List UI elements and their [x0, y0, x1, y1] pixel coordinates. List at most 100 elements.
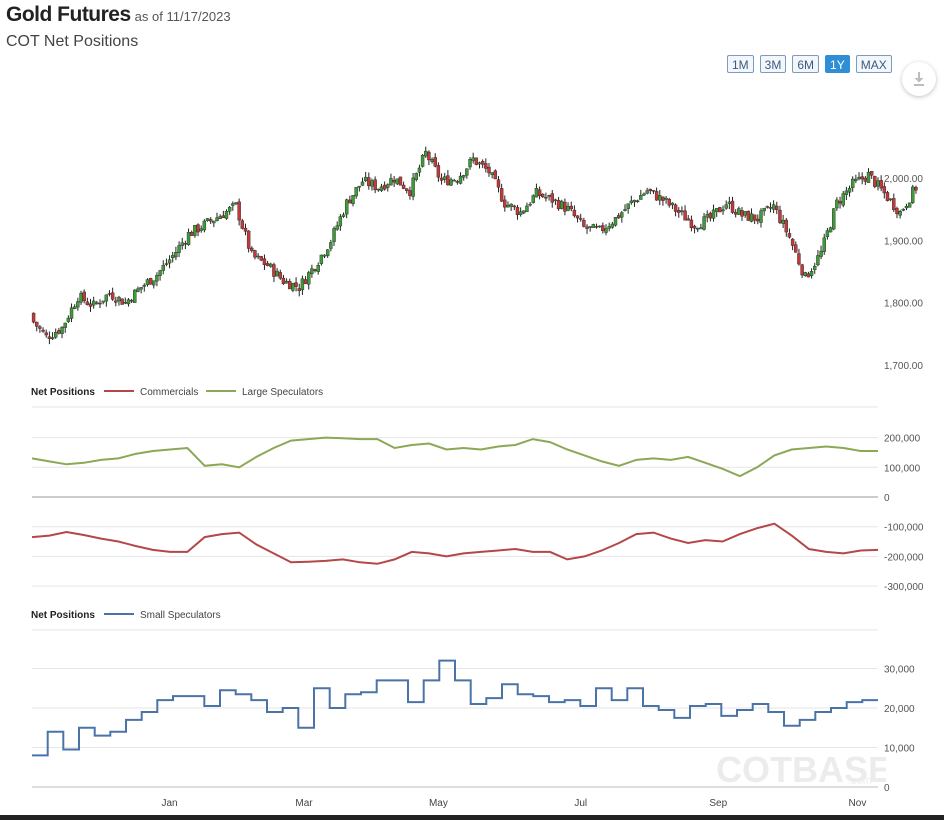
candle-body [433, 157, 437, 167]
candle-body [537, 189, 542, 196]
net-tick-label: -200,000 [884, 552, 924, 563]
candle-body [455, 181, 460, 183]
candle-body [752, 214, 757, 221]
candle-body [661, 196, 665, 201]
candle-body [269, 263, 273, 267]
candle-body [715, 208, 719, 212]
candle-body [838, 200, 842, 204]
candle-body [572, 209, 577, 217]
candle-body [250, 247, 254, 251]
candle-body [683, 210, 687, 221]
candle-body [72, 306, 77, 309]
legend-label-small-speculators: Small Speculators [140, 610, 221, 621]
legend-label-commercials: Commercials [140, 387, 198, 398]
commercials-line [31, 522, 879, 565]
candle-body [234, 202, 238, 205]
candle-body [253, 250, 257, 258]
candle-body [123, 302, 127, 304]
candle-body [626, 203, 630, 209]
candle-body [294, 282, 298, 287]
candle-body [888, 198, 893, 201]
candle-body [484, 163, 488, 169]
candle-body [193, 225, 197, 236]
candle-body [284, 280, 289, 284]
x-tick-label: Nov [849, 798, 867, 809]
candle-body [76, 301, 80, 308]
range-1m-button[interactable]: 1M [727, 55, 754, 73]
candle-body [787, 233, 792, 238]
candle-body [114, 300, 118, 303]
candle-body [692, 225, 697, 229]
candle-body [316, 265, 320, 272]
candle-body [133, 289, 137, 303]
candle-body [186, 232, 191, 245]
candle-body [699, 227, 703, 230]
candle-body [860, 176, 864, 180]
candle-body [79, 292, 83, 303]
candle-body [585, 226, 589, 229]
candle-body [367, 177, 371, 187]
candle-body [569, 205, 573, 210]
candle-body [212, 220, 216, 224]
candle-body [300, 278, 305, 291]
candle-body [420, 155, 425, 167]
range-6m-button[interactable]: 6M [792, 55, 820, 73]
x-axis: Jan Mar May Jul Sep Nov [162, 798, 867, 809]
range-1y-button[interactable]: 1Y [825, 55, 850, 73]
candle-body [825, 230, 830, 238]
candle-body [363, 176, 368, 181]
candle-body [480, 161, 485, 165]
candle-body [623, 209, 627, 211]
range-3m-button[interactable]: 3M [759, 55, 787, 73]
candle-body [727, 201, 732, 204]
candle-body [69, 307, 74, 319]
candle-body [784, 219, 788, 233]
candle-body [338, 216, 343, 227]
candle-body [120, 298, 124, 305]
download-button[interactable] [902, 62, 936, 96]
chart-subtitle: COT Net Positions [6, 33, 139, 50]
x-tick-label: Jul [574, 798, 587, 809]
candle-body [702, 216, 706, 230]
candle-body [642, 193, 646, 196]
candle-body [737, 208, 741, 215]
candle-body [360, 181, 365, 186]
candle-body [243, 227, 248, 232]
candle-body [389, 178, 393, 186]
candle-body [215, 217, 219, 222]
candle-body [673, 204, 678, 212]
candle-body [101, 300, 105, 303]
candle-body [167, 259, 172, 264]
candle-body [487, 166, 491, 174]
candle-body [911, 186, 915, 203]
candle-body [914, 187, 918, 191]
candle-body [560, 201, 564, 209]
range-selector: 1M 3M 6M 1Y MAX [727, 55, 892, 73]
candle-body [199, 228, 203, 231]
range-max-button[interactable]: MAX [855, 55, 892, 73]
candle-body [54, 332, 58, 338]
candle-body [446, 175, 450, 186]
candle-body [579, 218, 583, 220]
candle-body [544, 196, 548, 199]
candle-body [291, 283, 295, 291]
candle-body [329, 242, 333, 249]
candle-body [177, 245, 181, 253]
candle-body [477, 162, 482, 165]
candle-body [863, 177, 868, 182]
candle-body [335, 225, 339, 230]
candle-body [66, 317, 71, 322]
candle-body [41, 329, 45, 332]
candle-body [395, 178, 399, 185]
candle-body [155, 275, 159, 282]
candle-body [869, 171, 874, 176]
candle-body [816, 255, 820, 266]
x-tick-label: Jan [162, 798, 178, 809]
candle-body [256, 255, 260, 258]
net-tick-label: -300,000 [884, 582, 924, 593]
small-speculators-line [32, 659, 878, 757]
candle-body [844, 190, 849, 195]
candle-body [98, 302, 102, 305]
candle-body [629, 200, 634, 204]
candle-body [645, 190, 649, 194]
